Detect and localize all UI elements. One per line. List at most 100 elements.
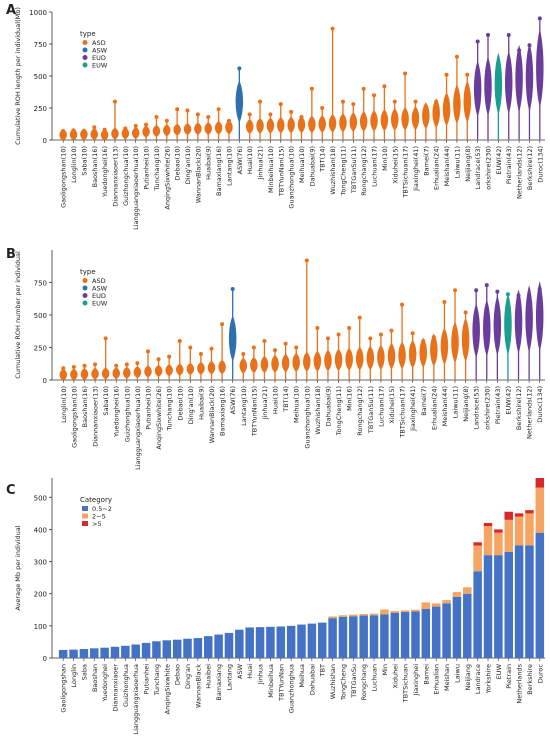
legend-swatch — [82, 300, 88, 306]
violin-body — [59, 128, 67, 141]
violin-3 — [91, 362, 99, 383]
panel-a: A 0 250 500 750 1000 Cumulative ROH length per… — [6, 3, 545, 230]
violin-23 — [303, 258, 311, 383]
x-tick-label: Neijiang — [464, 664, 472, 691]
bar-group-42 — [494, 529, 503, 661]
bar-group-18 — [245, 627, 254, 661]
violin-41 — [493, 289, 502, 383]
violin-body — [260, 355, 269, 373]
x-tick-label: Bamaxiang — [215, 664, 223, 701]
bar-group-32 — [390, 611, 400, 661]
violin-max-point — [357, 315, 362, 320]
panel-c: C 0 100 200 300 400 500 Average Mb per individu… — [6, 478, 545, 735]
violin-max-point — [351, 102, 356, 107]
violin-max-point — [273, 348, 278, 353]
bar-052-27 — [338, 616, 348, 658]
violin-30 — [377, 332, 385, 383]
violin-body — [142, 125, 150, 138]
bar-052-46 — [535, 532, 545, 658]
violin-max-point — [403, 71, 408, 76]
x-tick-label: TBT(14) — [319, 146, 327, 173]
bar-052-8 — [141, 642, 151, 658]
x-tick-label: Yorkshire — [485, 664, 493, 694]
violin-max-point — [226, 118, 231, 123]
violin-max-point — [330, 26, 335, 31]
violin-21 — [277, 102, 285, 143]
x-tick-label: Rongchang(12) — [356, 386, 364, 436]
x-tick-label: Erhualian — [433, 664, 441, 695]
bar-25-28 — [349, 614, 358, 617]
bar-052-24 — [307, 623, 317, 658]
violin-max-point — [413, 99, 418, 104]
x-tick-label: TBTSichuan(17) — [399, 386, 407, 439]
violin-10 — [163, 118, 171, 143]
legend-title: type — [80, 30, 96, 38]
x-tick-label: Meihua(10) — [298, 146, 306, 183]
violin-max-point — [516, 293, 521, 298]
violin-max-point — [164, 118, 169, 123]
y-tick-label: 500 — [34, 312, 47, 320]
x-tick-label: Landrace — [474, 664, 482, 694]
bar-25-29 — [359, 613, 368, 616]
x-tick-label: Putianhei(10) — [143, 146, 151, 190]
violin-body — [483, 299, 491, 357]
legend-title: type — [80, 268, 96, 276]
violin-body — [59, 368, 68, 381]
x-tick-label: Lantang(10) — [240, 386, 248, 426]
violin-body — [91, 367, 99, 380]
violin-max-point — [495, 289, 500, 294]
violin-12 — [186, 345, 195, 383]
bar-25-27 — [338, 615, 348, 617]
violin-28 — [349, 102, 358, 143]
violin-body — [451, 321, 459, 364]
x-tick-label: TBTSichuan(17) — [402, 146, 410, 199]
x-tick-label: Lantang — [225, 664, 233, 691]
x-tick-label: Jiaxinghei — [412, 664, 420, 697]
violin-body — [90, 128, 98, 141]
legend-swatch — [82, 521, 88, 526]
violin-max-point — [484, 283, 489, 288]
x-tick-label: Debao(10) — [176, 386, 184, 420]
violin-body — [80, 368, 89, 381]
violin-body — [70, 368, 78, 381]
x-tick-label: Jiaxinghei(41) — [412, 146, 420, 192]
bar-052-34 — [411, 611, 420, 658]
violin-max-point — [144, 122, 149, 127]
x-tick-label: TBTGanSu(11) — [350, 146, 358, 194]
violin-max-point — [527, 297, 532, 302]
bar-052-28 — [349, 616, 358, 658]
bar-group-26 — [328, 616, 337, 661]
violin-37 — [451, 288, 459, 383]
violin-45 — [525, 42, 534, 143]
violin-4 — [101, 336, 110, 383]
violin-body — [535, 281, 544, 352]
bar-052-11 — [172, 639, 182, 658]
violin-15 — [218, 322, 226, 383]
x-tick-label: Erhualian(24) — [430, 386, 438, 430]
violin-max-point — [475, 39, 480, 44]
violin-max-point — [372, 93, 377, 98]
x-tick-label: Huaibei — [205, 664, 213, 689]
bar-052-40 — [473, 571, 482, 658]
bar-052-12 — [183, 638, 192, 658]
bar-052-42 — [494, 555, 503, 658]
violin-body — [472, 303, 480, 358]
bar-group-6 — [121, 645, 130, 661]
bar-group-17 — [235, 629, 244, 661]
violin-max-point — [195, 112, 200, 117]
y-tick-label: 500 — [34, 494, 47, 502]
bar-052-10 — [162, 640, 172, 658]
violin-body — [163, 124, 171, 137]
violin-34 — [411, 99, 420, 143]
x-tick-label: TongCheng — [339, 664, 347, 701]
violin-8 — [144, 349, 152, 383]
bar-group-36 — [431, 603, 441, 661]
x-tick-label: Dahuabai(9) — [324, 386, 332, 426]
bar-5-43 — [504, 511, 513, 520]
violin-body — [287, 116, 295, 134]
violin-body — [359, 111, 368, 132]
violin-max-point — [434, 99, 439, 104]
violin-max-point — [262, 339, 267, 343]
violin-max-point — [124, 362, 129, 367]
